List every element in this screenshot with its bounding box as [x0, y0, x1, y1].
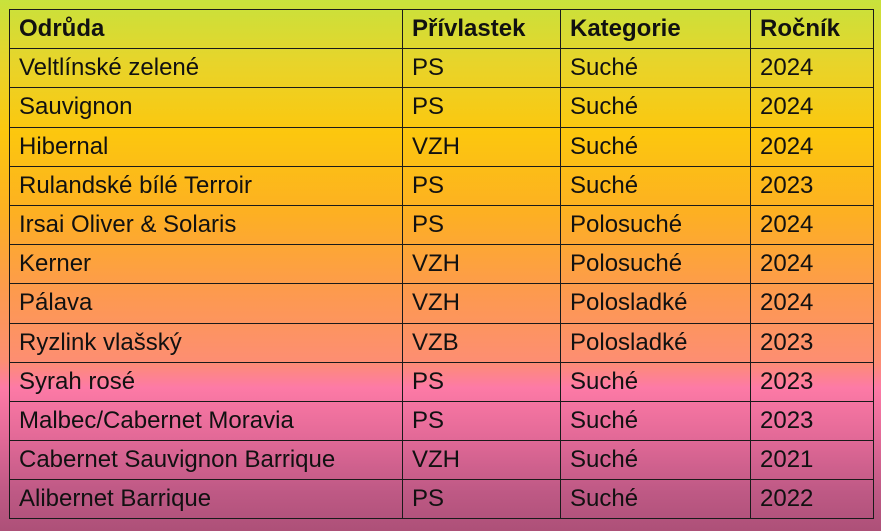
cell-category: Suché: [560, 48, 751, 89]
table-row: Pálava VZH Polosladké 2024: [9, 283, 874, 324]
cell-variety: Kerner: [9, 244, 403, 285]
cell-vintage: 2023: [750, 400, 874, 442]
cell-category: Suché: [560, 126, 751, 167]
cell-attribute: PS: [402, 204, 561, 246]
cell-attribute: PS: [402, 361, 561, 402]
cell-attribute: VZB: [402, 322, 561, 363]
cell-category: Suché: [560, 165, 751, 206]
header-variety: Odrůda: [9, 8, 403, 50]
cell-vintage: 2024: [750, 244, 874, 285]
table-row: Sauvignon PS Suché 2024: [9, 87, 874, 128]
cell-variety: Sauvignon: [9, 87, 403, 128]
cell-vintage: 2024: [750, 87, 874, 128]
cell-vintage: 2024: [750, 48, 874, 89]
cell-variety: Rulandské bílé Terroir: [9, 165, 403, 206]
cell-attribute: VZH: [402, 440, 561, 481]
cell-vintage: 2021: [750, 440, 874, 481]
cell-attribute: VZH: [402, 126, 561, 167]
header-row: Odrůda Přívlastek Kategorie Ročník: [9, 8, 874, 50]
cell-category: Polosladké: [560, 283, 751, 324]
cell-category: Suché: [560, 87, 751, 128]
cell-attribute: PS: [402, 165, 561, 206]
cell-attribute: PS: [402, 87, 561, 128]
table-row: Rulandské bílé Terroir PS Suché 2023: [9, 165, 874, 206]
table-row: Syrah rosé PS Suché 2023: [9, 361, 874, 402]
cell-attribute: VZH: [402, 244, 561, 285]
cell-vintage: 2024: [750, 126, 874, 167]
table-row: Alibernet Barrique PS Suché 2022: [9, 479, 874, 520]
cell-vintage: 2024: [750, 204, 874, 246]
cell-attribute: PS: [402, 400, 561, 442]
table-row: Kerner VZH Polosuché 2024: [9, 244, 874, 285]
cell-category: Suché: [560, 440, 751, 481]
cell-category: Suché: [560, 479, 751, 520]
cell-category: Suché: [560, 400, 751, 442]
cell-category: Polosuché: [560, 244, 751, 285]
table-row: Malbec/Cabernet Moravia PS Suché 2023: [9, 400, 874, 442]
cell-attribute: VZH: [402, 283, 561, 324]
cell-vintage: 2024: [750, 283, 874, 324]
cell-attribute: PS: [402, 48, 561, 89]
cell-variety: Pálava: [9, 283, 403, 324]
cell-vintage: 2023: [750, 361, 874, 402]
cell-variety: Ryzlink vlašský: [9, 322, 403, 363]
cell-variety: Alibernet Barrique: [9, 479, 403, 520]
cell-variety: Irsai Oliver & Solaris: [9, 204, 403, 246]
header-attribute: Přívlastek: [402, 8, 561, 50]
cell-vintage: 2023: [750, 165, 874, 206]
cell-variety: Veltlínské zelené: [9, 48, 403, 89]
cell-category: Polosuché: [560, 204, 751, 246]
cell-vintage: 2022: [750, 479, 874, 520]
cell-attribute: PS: [402, 479, 561, 520]
cell-category: Polosladké: [560, 322, 751, 363]
table-row: Ryzlink vlašský VZB Polosladké 2023: [9, 322, 874, 363]
table-row: Cabernet Sauvignon Barrique VZH Suché 20…: [9, 440, 874, 481]
header-vintage: Ročník: [750, 8, 874, 50]
table-row: Irsai Oliver & Solaris PS Polosuché 2024: [9, 204, 874, 246]
cell-variety: Hibernal: [9, 126, 403, 167]
header-category: Kategorie: [560, 8, 751, 50]
wine-table: Odrůda Přívlastek Kategorie Ročník Veltl…: [9, 8, 874, 520]
cell-vintage: 2023: [750, 322, 874, 363]
cell-variety: Syrah rosé: [9, 361, 403, 402]
cell-variety: Cabernet Sauvignon Barrique: [9, 440, 403, 481]
cell-variety: Malbec/Cabernet Moravia: [9, 400, 403, 442]
table-row: Hibernal VZH Suché 2024: [9, 126, 874, 167]
table-row: Veltlínské zelené PS Suché 2024: [9, 48, 874, 89]
cell-category: Suché: [560, 361, 751, 402]
